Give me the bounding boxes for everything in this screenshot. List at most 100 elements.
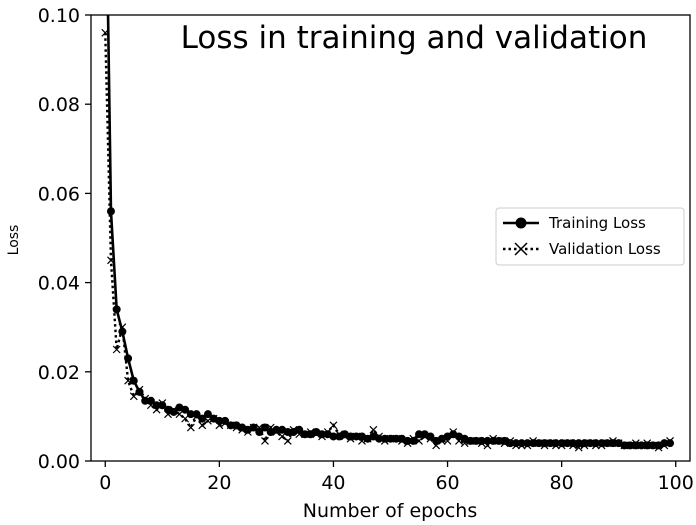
training-point: [608, 439, 617, 448]
training-point: [529, 439, 538, 448]
training-point: [631, 441, 640, 450]
training-point: [512, 439, 521, 448]
training-point: [466, 436, 475, 445]
training-point: [534, 439, 543, 448]
training-point: [494, 436, 503, 445]
training-point: [386, 434, 395, 443]
training-point: [392, 434, 401, 443]
validation-point: [283, 437, 292, 445]
validation-point: [329, 421, 338, 430]
training-point: [551, 439, 560, 448]
validation-point: [124, 376, 133, 385]
chart-title: Loss in training and validation: [181, 20, 648, 56]
training-point: [591, 439, 600, 448]
training-point: [660, 439, 669, 448]
training-point: [346, 432, 355, 441]
legend-training-marker: [515, 217, 527, 229]
legend: Training Loss Validation Loss: [495, 207, 685, 266]
training-point: [574, 439, 583, 448]
training-point: [586, 439, 595, 448]
training-point: [403, 436, 412, 445]
y-tick-label: 0.04: [38, 273, 80, 295]
training-point: [215, 416, 224, 425]
training-point: [415, 430, 424, 439]
training-point: [255, 428, 264, 437]
training-point: [563, 439, 572, 448]
x-tick-label: 20: [207, 472, 231, 494]
training-point: [118, 327, 127, 336]
training-point: [620, 441, 629, 450]
x-tick-label: 100: [658, 472, 694, 494]
validation-point: [186, 423, 195, 432]
training-point: [426, 432, 435, 441]
training-point: [135, 387, 144, 396]
x-tick-label: 0: [99, 472, 111, 494]
training-point: [375, 434, 384, 443]
training-point: [169, 407, 178, 416]
validation-point: [198, 421, 207, 430]
training-point: [626, 441, 635, 450]
training-point: [540, 439, 549, 448]
training-point: [637, 441, 646, 450]
legend-validation-marker: [514, 242, 528, 256]
training-point: [318, 430, 327, 439]
training-point: [106, 207, 115, 216]
training-point: [477, 436, 486, 445]
legend-validation-label: Validation Loss: [549, 240, 661, 258]
training-point: [141, 396, 150, 405]
training-point: [249, 423, 258, 432]
series-layer: [101, 15, 675, 452]
y-tick-label: 0.02: [38, 362, 80, 384]
training-point: [380, 434, 389, 443]
validation-point: [369, 425, 378, 434]
y-axis-label: Loss: [6, 225, 22, 256]
training-point: [203, 410, 212, 419]
training-point: [198, 414, 207, 423]
training-point: [489, 436, 498, 445]
y-tick-label: 0.10: [38, 5, 80, 27]
training-point: [352, 432, 361, 441]
x-axis: 0 20 40 60 80 100: [99, 461, 694, 494]
training-point: [158, 401, 167, 410]
legend-box: [495, 207, 685, 266]
x-tick-label: 80: [550, 472, 574, 494]
training-point: [146, 396, 155, 405]
validation-point: [261, 437, 269, 445]
training-point: [221, 416, 230, 425]
training-point: [260, 423, 269, 432]
x-tick-label: 40: [321, 472, 345, 494]
plot-frame: [90, 14, 691, 462]
x-axis-label: Number of epochs: [303, 500, 477, 522]
training-point: [112, 305, 121, 314]
training-point: [523, 439, 532, 448]
training-point: [152, 401, 161, 410]
training-point: [329, 432, 338, 441]
y-tick-label: 0.00: [38, 451, 80, 473]
training-point: [181, 405, 190, 414]
training-point: [283, 428, 292, 437]
training-point: [186, 410, 195, 419]
training-point: [580, 439, 589, 448]
training-point: [517, 439, 526, 448]
y-tick-label: 0.08: [38, 94, 80, 116]
training-point: [557, 439, 566, 448]
training-point: [546, 439, 555, 448]
legend-training-label: Training Loss: [548, 214, 646, 232]
training-point: [295, 425, 304, 434]
training-point: [666, 439, 675, 448]
training-point: [472, 436, 481, 445]
training-point: [603, 439, 612, 448]
training-point: [597, 439, 606, 448]
training-point: [569, 439, 578, 448]
training-point: [192, 410, 201, 419]
training-point: [226, 421, 235, 430]
training-point: [300, 430, 309, 439]
training-point: [409, 436, 418, 445]
y-axis: 0.00 0.02 0.04 0.06 0.08 0.10: [38, 5, 91, 473]
training-point: [129, 376, 138, 385]
validation-point: [112, 345, 121, 354]
x-tick-label: 60: [435, 472, 459, 494]
training-point: [124, 354, 133, 363]
